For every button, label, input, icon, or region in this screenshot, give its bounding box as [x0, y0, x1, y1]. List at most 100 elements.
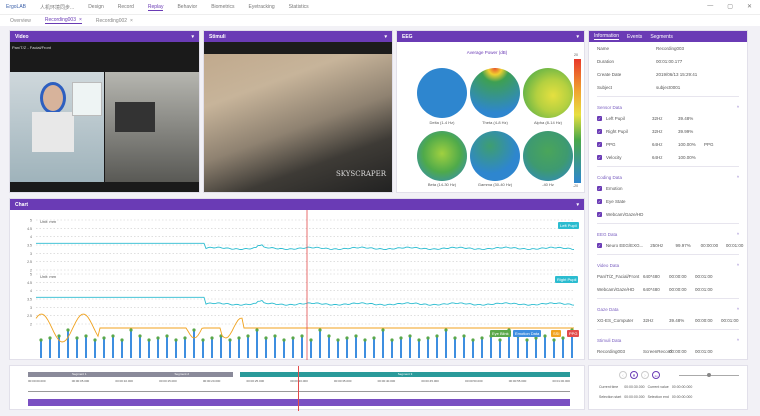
eeg-panel: EEG ▾ Average Power (dB) Delta (1-4 Hz) T… [396, 30, 585, 193]
checkbox[interactable]: ✓ [597, 212, 602, 217]
ppg-point [102, 336, 106, 340]
topomap-theta [470, 68, 520, 118]
ppg-bar [58, 336, 60, 358]
nav-eyetracking[interactable]: Eyetracking [248, 4, 275, 10]
ppg-bar [544, 336, 546, 358]
nav-behavior[interactable]: Behavior [177, 4, 198, 10]
chevron-down-icon[interactable]: ▾ [384, 33, 387, 40]
row-cell: PPG [704, 142, 714, 147]
project-name[interactable]: 人机环境同步... [40, 4, 75, 11]
field-key: Name [597, 46, 610, 51]
row-cell: XG-ES_Computer [597, 318, 634, 323]
row-cell: ScreenRecord [643, 349, 672, 354]
chevron-up-icon[interactable]: ^ [736, 105, 739, 110]
chevron-up-icon[interactable]: ^ [736, 263, 739, 268]
row-cell: 250Hz [650, 243, 664, 248]
close-icon[interactable]: × [130, 17, 133, 24]
next-icon[interactable]: › [641, 371, 649, 379]
section-video[interactable]: Video Data ^ [589, 257, 747, 270]
ppg-point [408, 334, 412, 338]
watermark: SKYSCRAPER [335, 170, 386, 178]
section-coding[interactable]: Coding Data ^ [589, 169, 747, 182]
segment-bar[interactable]: Segment 1 Segment 2 [28, 372, 233, 377]
topomap-beta [417, 131, 467, 181]
ppg-point [129, 328, 133, 332]
tab-overview[interactable]: Overview [10, 18, 31, 24]
tab-events[interactable]: Events [627, 33, 643, 40]
timeline-tick: 00:00:00.000 [28, 379, 46, 383]
checkbox[interactable]: ✓ [597, 155, 602, 160]
section-title: Stimuli Data [597, 338, 622, 343]
speed-icon[interactable]: 1x [652, 371, 660, 379]
ppg-point [192, 328, 196, 332]
checkbox[interactable]: ✓ [597, 142, 602, 147]
volume-slider[interactable] [679, 373, 739, 377]
chevron-down-icon[interactable]: ▾ [576, 33, 579, 40]
section-gaze[interactable]: Gaze Data ^ [589, 301, 747, 314]
ppg-point [84, 334, 88, 338]
timeline-tick: 00:00:10.000 [115, 379, 133, 383]
ppg-bar [319, 330, 321, 358]
ppg-bar [463, 336, 465, 358]
color-scale [574, 59, 581, 183]
band-label: Gamma (30-40 Hz) [477, 182, 513, 187]
chevron-up-icon[interactable]: ^ [736, 307, 739, 312]
data-row: XG-ES_Computer 32Hz 39.48% 00:00:00 00:01:00 [589, 314, 747, 327]
pause-icon[interactable]: ⏸ [630, 371, 638, 379]
data-row: ✓ Eye State [589, 195, 747, 208]
label: Current time [599, 385, 619, 389]
ppg-point [498, 338, 502, 342]
ppg-bar [535, 338, 537, 358]
ppg-bar [355, 336, 357, 358]
panel-header: Chart ▾ [10, 199, 584, 210]
section-stimuli[interactable]: Stimuli Data ^ [589, 332, 747, 345]
chevron-up-icon[interactable]: ^ [736, 175, 739, 180]
tab-information[interactable]: Information [594, 33, 620, 40]
prev-icon[interactable]: ‹ [619, 371, 627, 379]
row-cell: Left Pupil [606, 116, 625, 121]
ppg-point [237, 336, 241, 340]
section-sensor[interactable]: Sensor Data ^ [589, 99, 747, 112]
ppg-bar [373, 338, 375, 358]
checkbox[interactable]: ✓ [597, 129, 602, 134]
tab-segments[interactable]: Segments [650, 33, 673, 40]
chevron-down-icon[interactable]: ▾ [191, 33, 194, 40]
chevron-up-icon[interactable]: ^ [736, 232, 739, 237]
nav-statistics[interactable]: Statistics [288, 4, 309, 10]
section-eeg[interactable]: EEG Data ^ [589, 226, 747, 239]
tab-recording002[interactable]: Recording002 × [96, 18, 133, 24]
nav-replay[interactable]: Replay [147, 3, 164, 11]
data-row: ✓ Neuro EEG/EXG... 250Hz 99.97% 00:00:00 00:0… [589, 239, 747, 252]
ppg-bar [265, 338, 267, 358]
nav-record[interactable]: Record [117, 4, 134, 10]
nav-biometrics[interactable]: Biometrics [211, 4, 235, 10]
badge-ppg: PPG [567, 330, 580, 337]
checkbox[interactable]: ✓ [597, 199, 602, 204]
minimize-button[interactable]: — [707, 3, 714, 9]
segment-bar[interactable]: Segment 3 [240, 372, 570, 377]
timeline-cursor[interactable] [298, 366, 299, 411]
ppg-point [39, 338, 43, 342]
nav-design[interactable]: Design [88, 4, 104, 10]
video-view[interactable]: Pan/T/Z - Facial/Front [10, 42, 199, 192]
checkbox[interactable]: ✓ [597, 186, 602, 191]
chevron-up-icon[interactable]: ^ [736, 338, 739, 343]
timeline-range-slider[interactable] [28, 399, 570, 406]
ppg-bar [292, 338, 294, 358]
ppg-point [111, 334, 115, 338]
checkbox[interactable]: ✓ [597, 116, 602, 121]
close-icon[interactable]: × [78, 17, 82, 23]
topomap-alpha [523, 68, 573, 118]
y-tick-label: 5 [30, 273, 32, 277]
stimuli-image: SKYSCRAPER [204, 42, 392, 192]
close-button[interactable]: ✕ [746, 4, 752, 10]
maximize-button[interactable]: ▢ [727, 4, 733, 10]
tab-recording003[interactable]: Recording003 × [44, 17, 82, 24]
chevron-down-icon[interactable]: ▾ [576, 201, 579, 208]
ppg-bar [481, 338, 483, 358]
y-tick-label: 2 [30, 269, 32, 273]
checkbox[interactable]: ✓ [597, 243, 602, 248]
ppg-bar [274, 336, 276, 358]
y-tick-label: 3 [30, 252, 32, 256]
